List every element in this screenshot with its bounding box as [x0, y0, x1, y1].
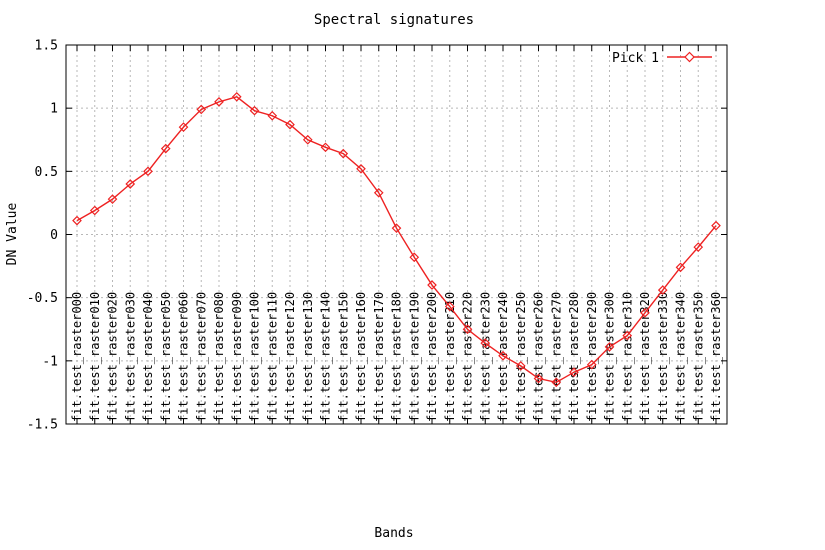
- x-tick-label: fit.test_raster100: [248, 292, 262, 422]
- x-tick-label: fit.test_raster330: [656, 292, 670, 422]
- y-tick-label: -1: [42, 354, 58, 369]
- data-point-marker: [196, 104, 207, 115]
- data-point-marker: [72, 215, 82, 226]
- y-tick-label: 1.5: [35, 39, 58, 54]
- x-tick-label: fit.test_raster260: [532, 292, 546, 422]
- y-tick-label: -0.5: [27, 291, 58, 306]
- data-point-marker: [89, 205, 100, 216]
- x-tick-label: fit.test_raster080: [212, 292, 226, 422]
- y-tick-label: 1: [50, 102, 58, 117]
- x-tick-label: fit.test_raster280: [567, 292, 581, 422]
- x-tick-label: fit.test_raster050: [159, 292, 173, 422]
- data-series-layer: [72, 91, 721, 388]
- x-tick-label: fit.test_raster310: [620, 292, 634, 422]
- data-point-marker: [586, 359, 597, 370]
- y-tick-label: 0: [50, 228, 58, 243]
- x-axis-label: Bands: [374, 526, 413, 541]
- x-tick-label: fit.test_raster290: [585, 292, 599, 422]
- data-point-marker: [356, 163, 366, 174]
- data-point-marker: [214, 97, 224, 107]
- data-point-marker: [444, 301, 455, 312]
- legend: Pick 1: [612, 51, 712, 66]
- chart-title: Spectral signatures: [314, 12, 474, 28]
- x-tick-label: fit.test_raster120: [283, 292, 297, 422]
- x-tick-label: fit.test_raster070: [194, 292, 208, 422]
- data-point-marker: [462, 324, 473, 335]
- x-tick-label: fit.test_raster320: [638, 292, 652, 422]
- data-point-marker: [160, 143, 171, 154]
- x-tick-label: fit.test_raster270: [549, 292, 563, 422]
- x-tick-label: fit.test_raster180: [390, 292, 404, 422]
- data-point-marker: [125, 179, 136, 189]
- data-point-marker: [285, 119, 295, 130]
- x-tick-label: fit.test_raster110: [265, 292, 279, 422]
- x-tick-label: fit.test_raster300: [603, 292, 617, 422]
- x-tick-label: fit.test_raster140: [319, 292, 333, 422]
- x-tick-label: fit.test_raster240: [496, 292, 510, 422]
- data-point-marker: [675, 262, 686, 273]
- data-point-marker: [480, 338, 491, 348]
- x-tick-label: fit.test_raster250: [514, 292, 528, 422]
- x-tick-label: fit.test_raster010: [88, 292, 102, 422]
- data-point-marker: [711, 220, 721, 231]
- x-tick-label: fit.test_raster340: [674, 292, 688, 422]
- legend-diamond-marker-icon: [684, 51, 695, 63]
- legend-series-label: Pick 1: [612, 51, 659, 66]
- plot-border: [65, 44, 728, 425]
- data-point-marker: [693, 242, 704, 252]
- x-tick-label: fit.test_raster350: [691, 292, 705, 422]
- x-tick-label: fit.test_raster040: [141, 292, 155, 422]
- data-point-marker: [551, 377, 562, 388]
- x-tick-label: fit.test_raster030: [123, 292, 137, 422]
- x-tick-label: fit.test_raster160: [354, 292, 368, 422]
- data-point-marker: [391, 223, 402, 234]
- axis-ticks-layer: [66, 44, 727, 425]
- data-point-marker: [640, 307, 650, 318]
- data-point-marker: [604, 342, 615, 352]
- y-tick-label: -1.5: [27, 418, 58, 433]
- data-point-marker: [143, 166, 153, 177]
- x-tick-label: fit.test_raster170: [372, 292, 386, 422]
- data-point-marker: [515, 361, 526, 371]
- data-point-marker: [622, 330, 633, 341]
- data-point-marker: [320, 142, 331, 153]
- tick-labels-layer: 1.5 1 0.5 0 -0.5 -1 -1.5 fit.test_raster000 fit.…: [27, 39, 723, 433]
- data-point-marker: [569, 367, 579, 378]
- x-tick-label: fit.test_raster150: [336, 292, 350, 422]
- x-tick-label: fit.test_raster200: [425, 292, 439, 422]
- y-axis-label: DN Value: [5, 203, 20, 266]
- data-point-marker: [249, 105, 260, 116]
- data-point-marker: [302, 134, 313, 145]
- grid-layer: [66, 44, 727, 425]
- data-point-marker: [373, 187, 384, 198]
- x-tick-label: fit.test_raster220: [461, 292, 475, 422]
- x-tick-label: fit.test_raster360: [709, 292, 723, 422]
- data-point-marker: [267, 110, 278, 121]
- data-point-marker: [107, 194, 118, 204]
- x-tick-label: fit.test_raster130: [301, 292, 315, 422]
- data-point-marker: [427, 280, 437, 290]
- x-tick-label: fit.test_raster090: [230, 292, 244, 422]
- data-point-marker: [178, 122, 189, 132]
- data-point-marker: [533, 373, 544, 384]
- x-tick-label: fit.test_raster020: [106, 292, 120, 422]
- data-point-marker: [338, 148, 349, 159]
- x-tick-label: fit.test_raster210: [443, 292, 457, 422]
- x-tick-label: fit.test_raster060: [177, 292, 191, 422]
- x-tick-label: fit.test_raster230: [478, 292, 492, 422]
- data-point-marker: [231, 91, 242, 102]
- data-point-marker: [498, 350, 508, 361]
- y-tick-label: 0.5: [35, 165, 58, 180]
- x-tick-label: fit.test_raster190: [407, 292, 421, 422]
- data-point-marker: [657, 285, 668, 295]
- data-point-marker: [409, 252, 420, 263]
- x-tick-label: fit.test_raster000: [70, 292, 84, 422]
- series-line: [76, 96, 717, 384]
